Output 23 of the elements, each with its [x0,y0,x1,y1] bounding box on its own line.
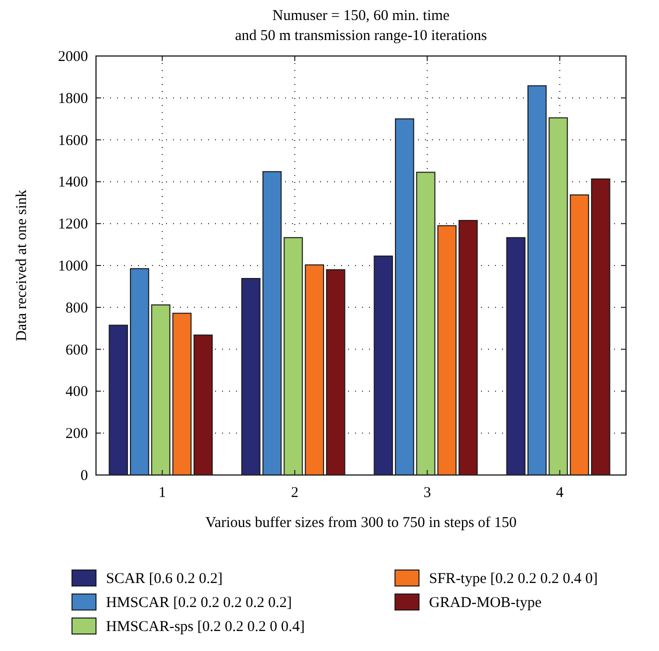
y-tick-label: 2000 [58,49,88,65]
x-tick-label: 2 [291,485,298,501]
y-tick-label: 400 [66,384,88,400]
legend-label: HMSCAR [0.2 0.2 0.2 0.2 0.2] [106,595,292,611]
x-tick-label: 1 [158,485,166,501]
y-tick-label: 800 [66,300,88,316]
y-tick-label: 1000 [58,258,88,274]
x-tick-label: 3 [424,485,431,501]
y-tick-label: 1600 [58,132,88,149]
chart-title: Numuser = 150, 60 min. time and 50 m transmission range-10 iterations [234,8,488,44]
x-axis-title: Various buffer sizes from 300 to 750 in steps of 150 [205,515,517,531]
legend-label: HMSCAR-sps [0.2 0.2 0.2 0 0.4] [106,619,305,635]
legend-label: SFR-type [0.2 0.2 0.2 0.4 0] [429,571,598,587]
x-tick-label: 4 [556,485,564,501]
y-tick-label: 1400 [58,174,88,191]
y-tick-label: 600 [66,342,88,358]
y-tick-label: 1800 [58,90,88,107]
y-tick-label: 200 [66,426,88,442]
y-tick-label: 1200 [58,216,88,233]
y-tick-label: 0 [80,468,88,484]
legend-label: GRAD-MOB-type [429,595,542,611]
y-axis-title: Data received at one sink [14,189,30,342]
legend-label: SCAR [0.6 0.2 0.2] [106,571,223,587]
